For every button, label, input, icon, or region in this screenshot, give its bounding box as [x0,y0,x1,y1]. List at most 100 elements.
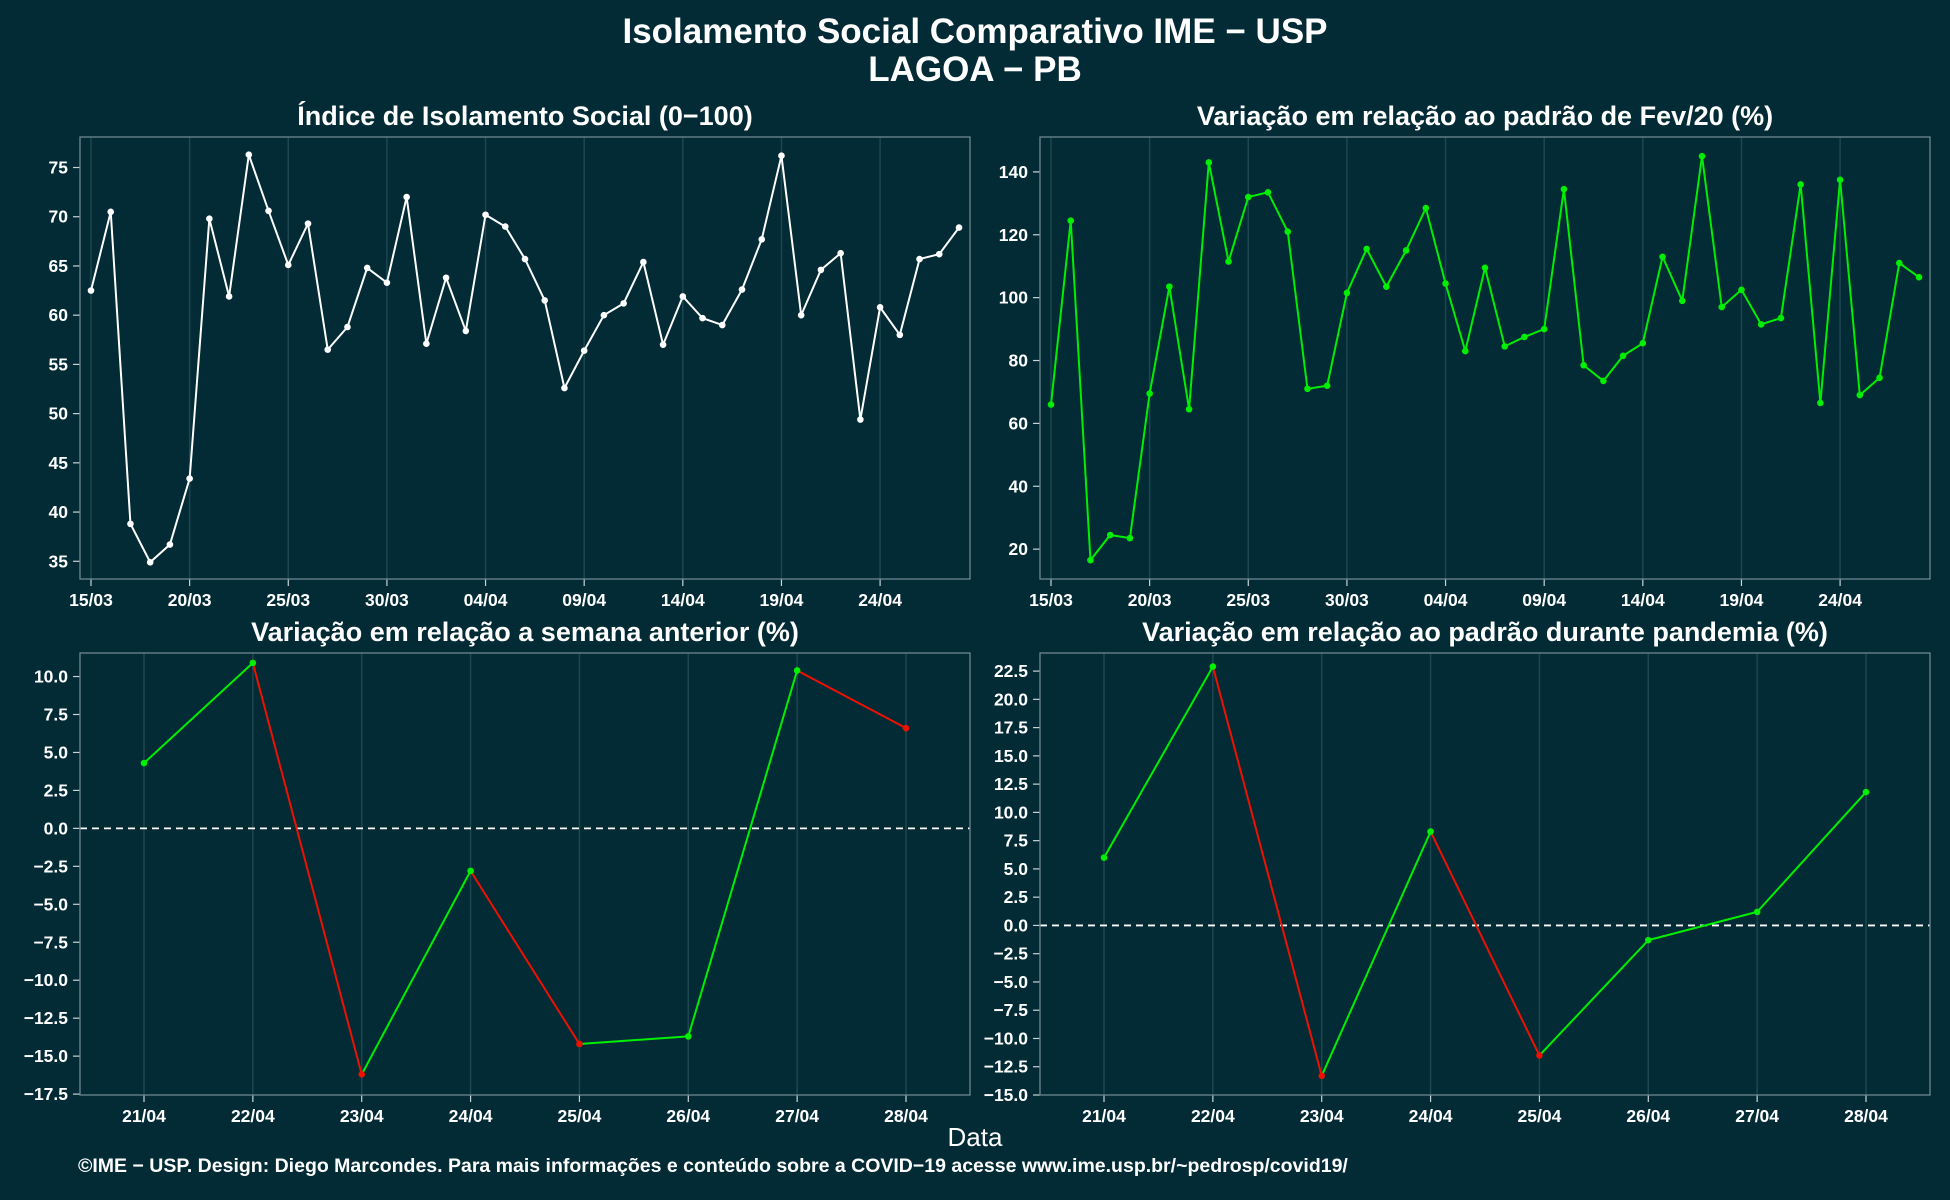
data-point [1087,556,1094,564]
x-tick-label: 30/03 [365,590,409,610]
data-point [358,1071,366,1078]
y-tick-label: 20.0 [994,689,1028,709]
data-point [521,255,529,263]
data-point [344,323,351,331]
series-segment [1320,831,1432,1077]
data-point [107,208,115,216]
y-tick-label: 2.5 [1004,887,1029,907]
data-point [576,1040,583,1048]
panel-title-feb-variation: Variação em relação ao padrão de Fev/20 … [1196,101,1774,131]
plot-frame [79,652,971,1096]
x-tick-label: 21/04 [122,1106,166,1126]
data-point [758,236,766,243]
x-tick-label: 24/04 [449,1106,493,1126]
data-point [640,258,647,266]
data-point [87,287,95,294]
series-line [90,154,960,564]
x-tick-label: 27/04 [775,1106,819,1126]
y-tick-label: 5.0 [1004,859,1029,879]
data-point [1185,405,1193,413]
data-point [1876,374,1883,382]
data-point [1205,159,1213,166]
data-point [916,255,923,263]
y-tick-label: 10.0 [994,802,1028,822]
series-segment [251,662,363,1075]
x-tick-label: 14/04 [1621,590,1665,610]
y-tick-label: 15.0 [994,746,1028,766]
x-tick-label: 27/04 [1735,1106,1779,1126]
y-tick-label: 35 [49,551,69,571]
data-point [245,151,253,159]
data-point [1343,289,1351,297]
data-point [902,724,910,732]
isolation-index-chart: 15/03 20/03 25/03 30/03 04/04 09/04 14/04 19/04… [49,136,971,610]
y-tick-label: 5.0 [44,742,69,762]
y-tick-label: 40 [1009,476,1029,496]
feb-variation-chart: 15/03 20/03 25/03 30/03 04/04 09/04 14/04 19/04… [999,136,1931,610]
y-tick-label: 75 [49,158,69,178]
x-tick-label: 20/03 [168,590,212,610]
data-point [793,667,801,674]
data-point [1619,352,1627,360]
x-tick-label: 20/03 [1128,590,1172,610]
data-point [1225,258,1232,265]
x-tick-label: 25/03 [1226,590,1270,610]
y-tick-label: −10.0 [984,1028,1029,1048]
y-tick-label: 60 [49,305,69,325]
y-tick-label: 7.5 [1004,831,1029,851]
data-point [304,220,312,227]
x-tick-label: 28/04 [884,1106,928,1126]
data-point [1580,361,1587,369]
data-point [1100,854,1108,861]
data-point [265,207,272,215]
data-point [580,347,588,354]
y-tick-label: 12.5 [994,774,1028,794]
data-point [876,304,884,311]
data-point [363,264,371,272]
y-tick-label: 20 [1009,539,1029,559]
x-tick-label: 26/04 [1626,1106,1670,1126]
y-tick-label: −12.5 [24,1008,69,1028]
y-tick-label: 120 [999,225,1028,245]
data-point [1856,391,1864,399]
panel-title-isolation-index: Índice de Isolamento Social (0−100) [297,101,753,131]
data-point [1047,401,1055,408]
x-tick-label: 21/04 [1082,1106,1126,1126]
data-point [1862,788,1870,796]
series-segment [143,662,254,764]
data-point [561,384,568,392]
data-point [955,224,963,231]
series-segment [1648,910,1758,942]
data-point [166,541,174,548]
x-tick-label: 15/03 [69,590,113,610]
series-segment [1429,831,1541,1056]
series-segment [360,870,472,1075]
data-point [1209,663,1217,670]
data-point [1836,176,1844,184]
y-tick-label: −2.5 [33,856,68,876]
data-point [600,311,608,319]
data-point [249,659,257,667]
x-tick-label: 24/04 [1818,590,1862,610]
x-tick-label: 25/04 [558,1106,602,1126]
main-subtitle: LAGOA − PB [868,50,1082,89]
x-tick-label: 28/04 [1844,1106,1888,1126]
data-point [684,1033,692,1040]
data-point [1481,264,1489,272]
data-point [442,274,450,282]
data-point [1323,382,1331,389]
x-tick-label: 23/04 [340,1106,384,1126]
panel-title-weekly-variation: Variação em relação a semana anterior (%… [251,617,799,647]
data-point [857,416,864,423]
data-point [837,249,844,257]
y-tick-label: 60 [1009,413,1029,433]
data-point [1644,936,1652,944]
data-point [1106,531,1114,539]
x-tick-label: 26/04 [666,1106,710,1126]
series-segment [1103,666,1214,859]
data-point [423,340,430,348]
data-point [146,558,154,566]
plot-frame [79,136,971,580]
x-tick-label: 24/04 [858,590,902,610]
data-point [659,341,667,349]
